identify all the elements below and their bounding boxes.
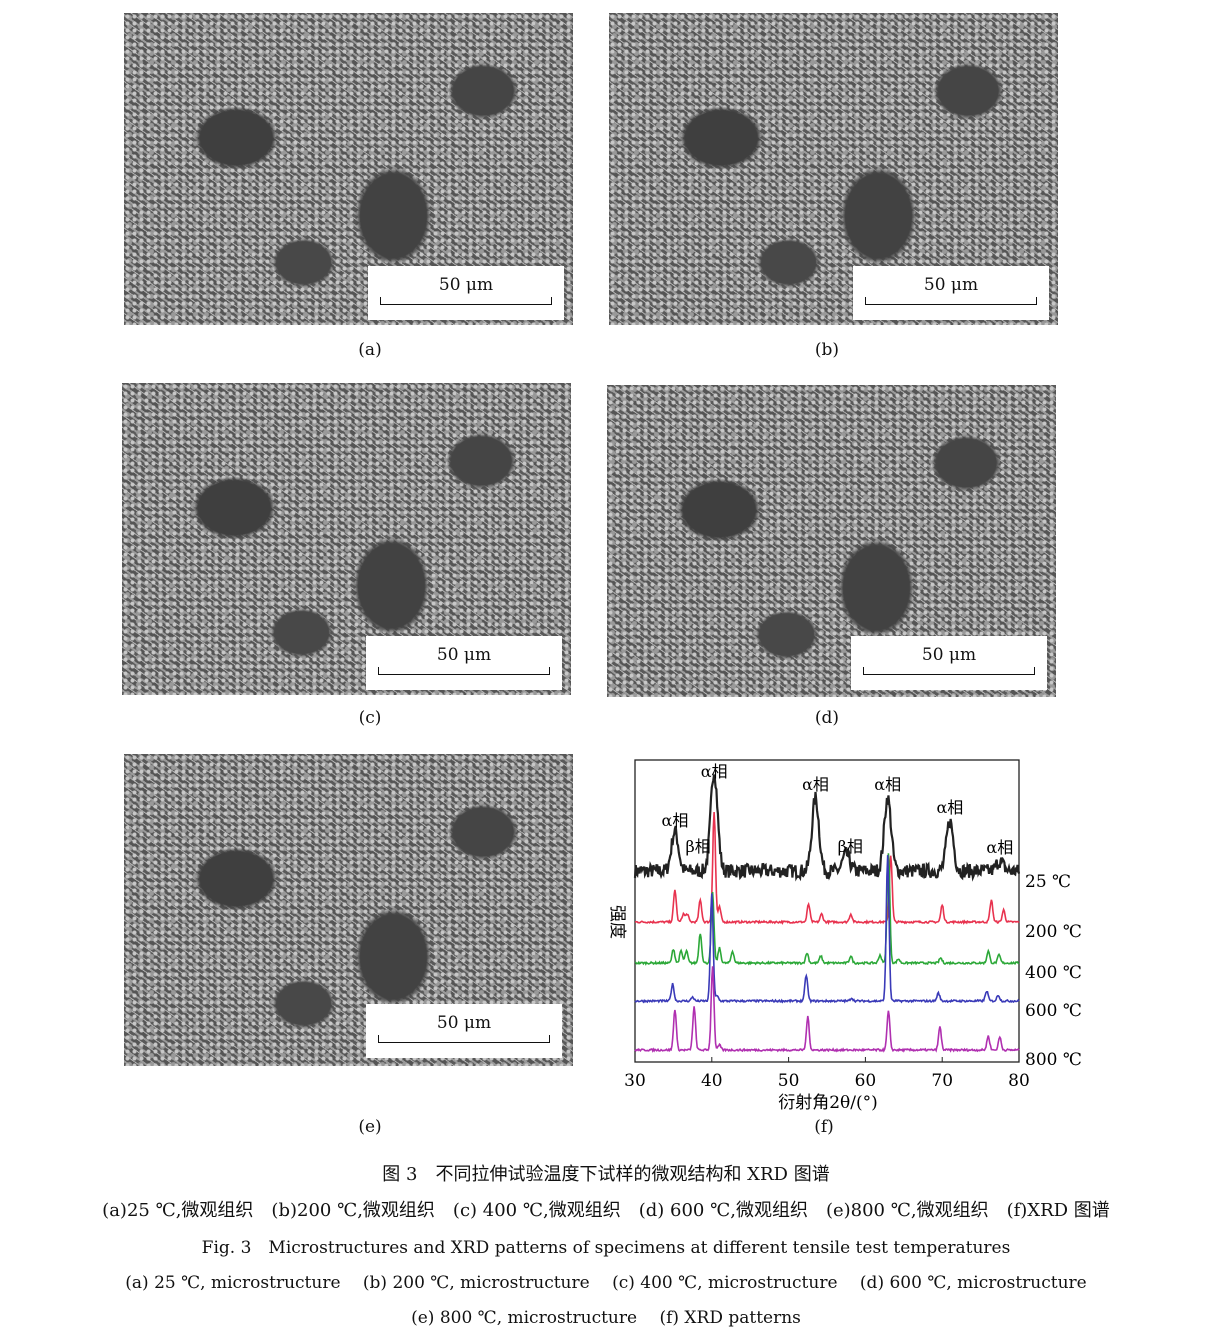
scale-label: 50 μm — [438, 275, 494, 295]
caption-en-subtitles-1: (a) 25 ℃, microstructure (b) 200 ℃, micr… — [125, 1273, 1087, 1293]
scale-label: 50 μm — [436, 1013, 492, 1033]
scale-label: 50 μm — [923, 275, 979, 295]
series-line — [634, 812, 1020, 926]
scale-bar: 50 μm — [851, 636, 1047, 690]
series-line — [633, 774, 1021, 882]
peak-annotation: α相 — [802, 775, 829, 794]
scale-label: 50 μm — [436, 645, 492, 665]
peak-annotation: α相 — [701, 762, 728, 781]
micrograph-d: 50 μm — [607, 385, 1056, 697]
x-axis-label: 衍射角2θ/(°) — [778, 1093, 878, 1113]
panel-label-f: (f) — [814, 1117, 834, 1137]
scale-bar: 50 μm — [366, 1004, 562, 1058]
series-label: 400 ℃ — [1025, 963, 1082, 983]
x-tick-label: 40 — [701, 1071, 723, 1091]
scale-bar: 50 μm — [366, 636, 562, 690]
series-line — [634, 855, 1020, 1005]
panel-label-d: (d) — [814, 708, 840, 728]
scale-line — [865, 297, 1037, 305]
panel-label-c: (c) — [358, 708, 382, 728]
caption-en-subtitles-2: (e) 800 ℃, microstructure (f) XRD patter… — [411, 1308, 801, 1328]
series-label: 25 ℃ — [1025, 872, 1071, 892]
peak-annotation: β相 — [838, 837, 863, 856]
scale-label: 50 μm — [921, 645, 977, 665]
scale-bar: 50 μm — [853, 266, 1049, 320]
scale-line — [378, 1035, 550, 1043]
x-tick-label: 60 — [855, 1071, 877, 1091]
series-line — [634, 966, 1020, 1053]
micrograph-b: 50 μm — [609, 13, 1058, 325]
scale-line — [863, 667, 1035, 675]
series-label: 800 ℃ — [1025, 1050, 1082, 1070]
scale-line — [380, 297, 552, 305]
x-tick-label: 30 — [624, 1071, 646, 1091]
y-axis-label: 强度 — [607, 905, 627, 939]
x-tick-label: 50 — [778, 1071, 800, 1091]
scale-bar: 50 μm — [368, 266, 564, 320]
plot-frame — [634, 759, 1020, 1063]
caption-cn-title: 图 3 不同拉伸试验温度下试样的微观结构和 XRD 图谱 — [382, 1164, 830, 1185]
x-tick-label: 70 — [931, 1071, 953, 1091]
series-label: 200 ℃ — [1025, 922, 1082, 942]
peak-annotation: α相 — [986, 838, 1013, 857]
series-label: 600 ℃ — [1025, 1001, 1082, 1021]
peak-annotation: α相 — [936, 798, 963, 817]
panel-label-a: (a) — [358, 340, 382, 360]
x-tick-label: 80 — [1008, 1071, 1030, 1091]
caption-cn-subtitles: (a)25 ℃,微观组织 (b)200 ℃,微观组织 (c) 400 ℃,微观组… — [102, 1200, 1110, 1221]
micrograph-a: 50 μm — [124, 13, 573, 325]
scale-line — [378, 667, 550, 675]
caption-en-title: Fig. 3 Microstructures and XRD patterns … — [201, 1238, 1011, 1258]
peak-annotation: β相 — [686, 837, 711, 856]
panel-label-b: (b) — [814, 340, 840, 360]
peak-annotation: α相 — [662, 811, 689, 830]
panel-label-e: (e) — [358, 1117, 382, 1137]
micrograph-c: 50 μm — [122, 383, 571, 695]
micrograph-e: 50 μm — [124, 754, 573, 1066]
peak-annotation: α相 — [874, 775, 901, 794]
series-line — [634, 853, 1020, 966]
